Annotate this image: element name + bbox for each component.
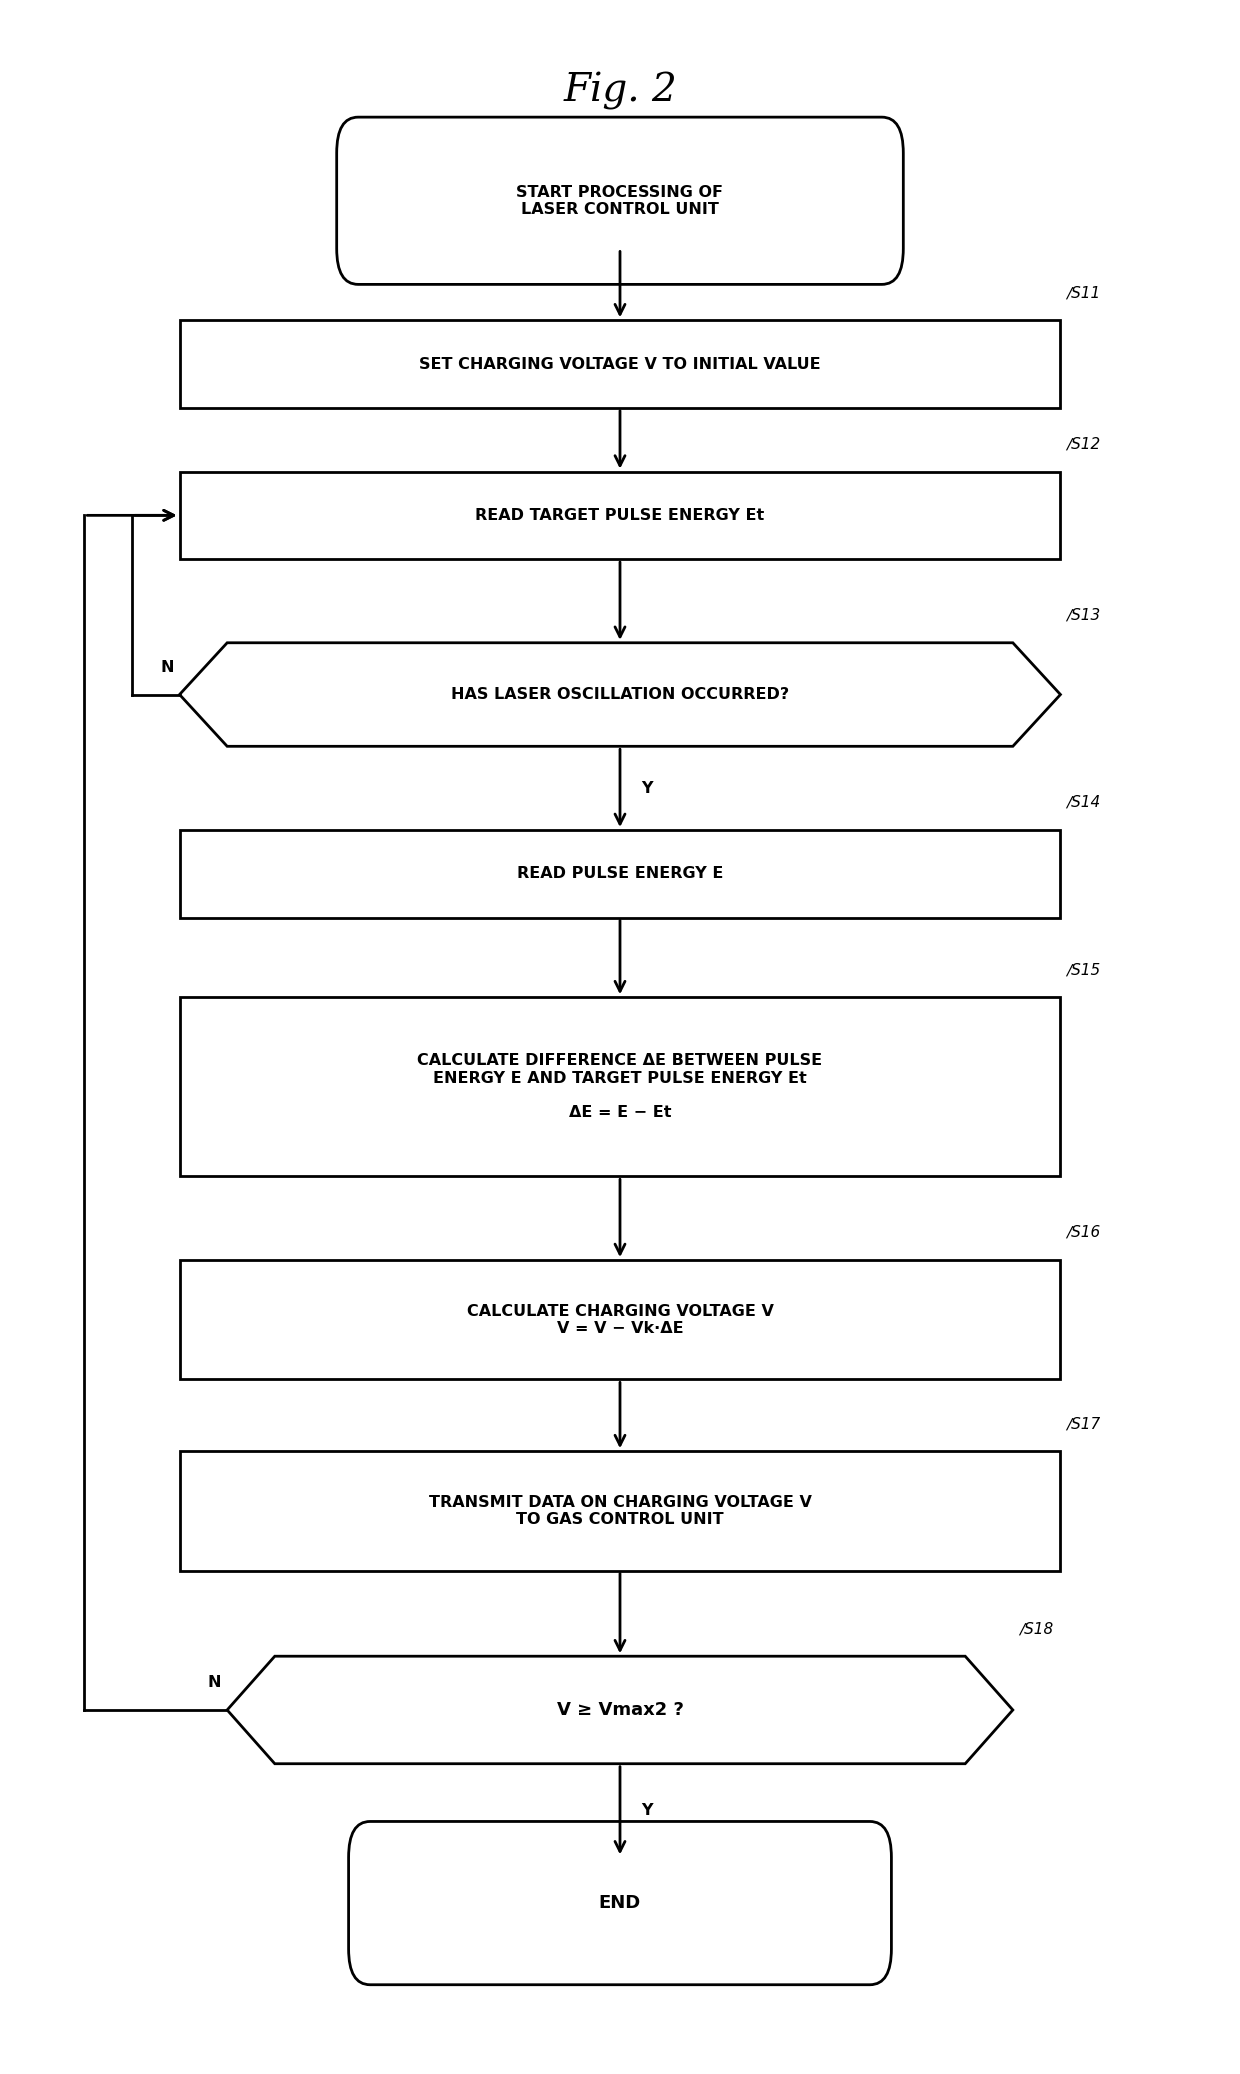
Text: CALCULATE CHARGING VOLTAGE V
V = V − Vk·ΔE: CALCULATE CHARGING VOLTAGE V V = V − Vk·… (466, 1305, 774, 1336)
Text: END: END (599, 1894, 641, 1912)
Text: READ TARGET PULSE ENERGY Et: READ TARGET PULSE ENERGY Et (475, 508, 765, 523)
Bar (180, 471, 1060, 560)
Text: TRANSMIT DATA ON CHARGING VOLTAGE V
TO GAS CONTROL UNIT: TRANSMIT DATA ON CHARGING VOLTAGE V TO G… (429, 1495, 811, 1526)
Bar (180, 1452, 1060, 1570)
FancyBboxPatch shape (348, 1821, 892, 1985)
FancyBboxPatch shape (337, 116, 903, 284)
Text: ∕S15: ∕S15 (1066, 962, 1101, 977)
Text: N: N (208, 1676, 221, 1690)
Bar (180, 998, 1060, 1176)
Text: CALCULATE DIFFERENCE ΔE BETWEEN PULSE
ENERGY E AND TARGET PULSE ENERGY Et

ΔE = : CALCULATE DIFFERENCE ΔE BETWEEN PULSE EN… (418, 1054, 822, 1120)
Text: ∕S14: ∕S14 (1066, 794, 1101, 811)
Text: READ PULSE ENERGY E: READ PULSE ENERGY E (517, 867, 723, 881)
Text: START PROCESSING OF
LASER CONTROL UNIT: START PROCESSING OF LASER CONTROL UNIT (517, 185, 723, 218)
Text: V ≥ Vmax2 ?: V ≥ Vmax2 ? (557, 1701, 683, 1719)
Text: Fig. 2: Fig. 2 (563, 73, 677, 110)
Polygon shape (180, 643, 1060, 747)
Text: ∕S16: ∕S16 (1066, 1226, 1101, 1240)
Text: ∕S17: ∕S17 (1066, 1417, 1101, 1431)
Text: N: N (160, 660, 174, 674)
Text: SET CHARGING VOLTAGE V TO INITIAL VALUE: SET CHARGING VOLTAGE V TO INITIAL VALUE (419, 357, 821, 371)
Polygon shape (227, 1657, 1013, 1763)
Text: ∕S13: ∕S13 (1066, 608, 1101, 622)
Text: ∕S11: ∕S11 (1066, 286, 1101, 301)
Text: ∕S12: ∕S12 (1066, 438, 1101, 452)
Bar (180, 1261, 1060, 1379)
Bar (180, 830, 1060, 917)
Text: Y: Y (641, 1802, 653, 1819)
Bar (180, 319, 1060, 409)
Text: ∕S18: ∕S18 (1019, 1622, 1053, 1636)
Text: Y: Y (641, 780, 653, 796)
Text: HAS LASER OSCILLATION OCCURRED?: HAS LASER OSCILLATION OCCURRED? (451, 686, 789, 701)
